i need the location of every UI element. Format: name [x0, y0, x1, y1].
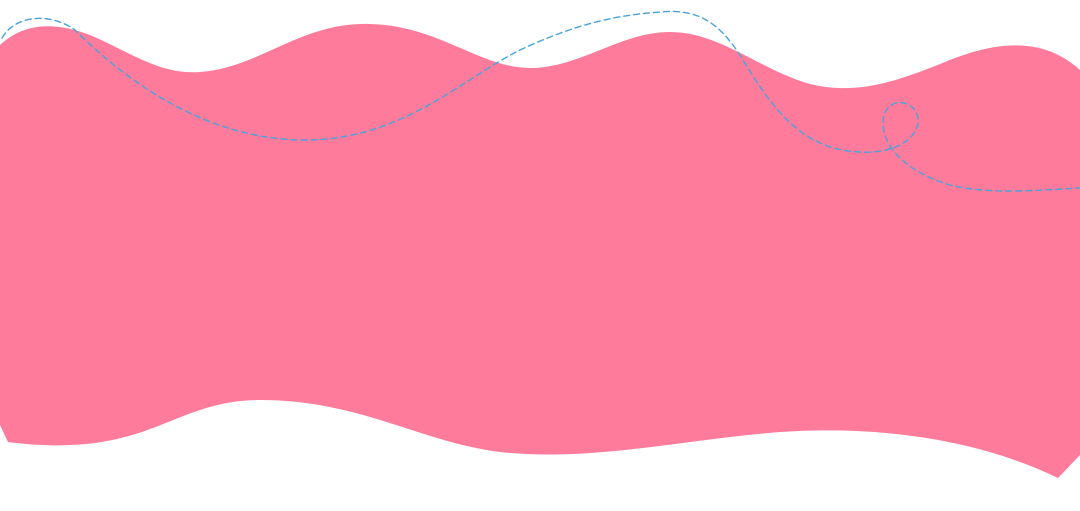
pink-wave-banner [0, 23, 1080, 479]
dashed-loop-path [1, 10, 1080, 192]
